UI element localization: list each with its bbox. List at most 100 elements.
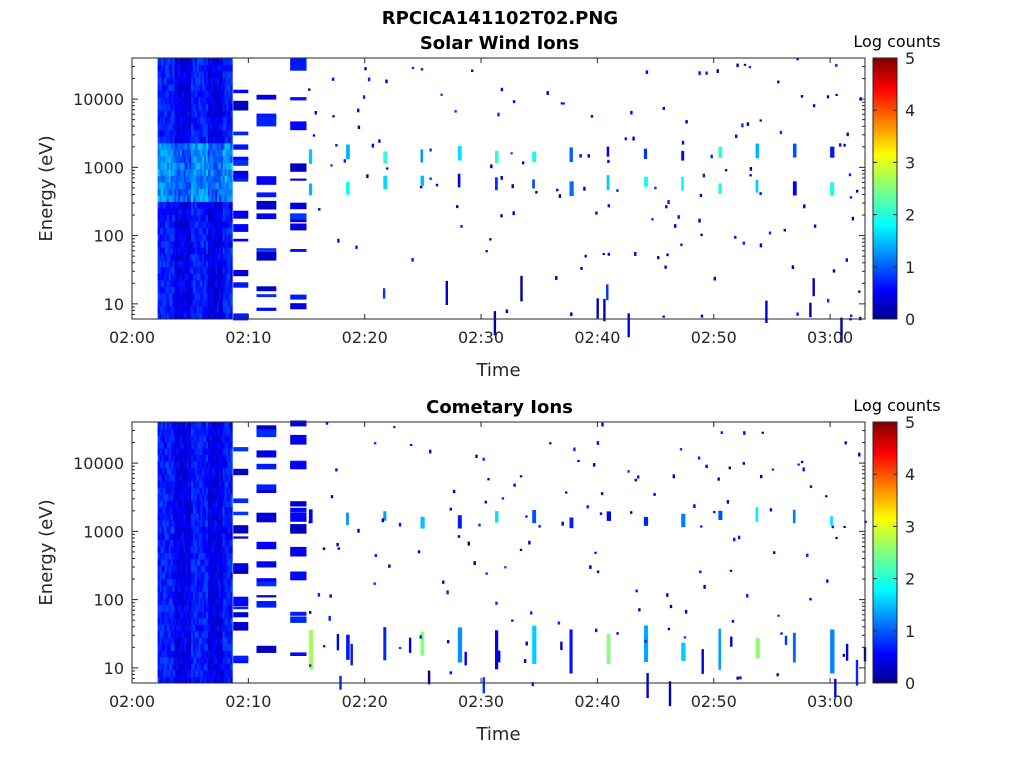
- data-cell: [224, 129, 228, 137]
- data-cell: [230, 585, 233, 593]
- data-cell: [198, 77, 202, 85]
- data-cell: [209, 663, 213, 671]
- data-cell: [200, 454, 203, 462]
- data-cell: [217, 168, 220, 176]
- data-cell: [183, 539, 187, 547]
- data-cell: [215, 454, 218, 462]
- data-cell: [183, 195, 187, 202]
- data-cell: [187, 116, 190, 124]
- data-cell: [165, 149, 168, 157]
- data-cell: [194, 123, 198, 131]
- data-cell: [181, 448, 185, 456]
- data-cell: [530, 611, 533, 615]
- data-cell: [166, 292, 170, 300]
- data-cell: [159, 604, 162, 612]
- data-cell: [209, 90, 213, 98]
- data-cell: [228, 585, 231, 593]
- data-cell: [178, 136, 181, 144]
- data-cell: [328, 615, 331, 620]
- data-cell: [165, 90, 168, 98]
- data-cell: [374, 554, 377, 557]
- data-cell: [194, 585, 198, 593]
- data-cell: [230, 670, 233, 677]
- data-cell: [189, 142, 192, 150]
- data-cell: [178, 461, 181, 469]
- data-cell: [651, 218, 654, 221]
- data-cell: [176, 195, 179, 202]
- data-cell: [161, 227, 164, 235]
- data-cell: [228, 650, 231, 658]
- data-cell: [174, 500, 177, 508]
- data-cell: [219, 279, 222, 287]
- data-cell: [166, 604, 170, 612]
- data-cell: [230, 247, 233, 255]
- data-cell: [185, 422, 188, 429]
- data-cell: [228, 149, 231, 157]
- data-cell: [161, 84, 164, 92]
- data-cell: [202, 611, 205, 619]
- data-cell: [178, 253, 181, 261]
- data-cell: [191, 168, 194, 176]
- data-cell: [172, 155, 175, 163]
- data-cell: [163, 448, 166, 456]
- data-cell: [730, 636, 733, 647]
- data-cell: [181, 650, 185, 658]
- data-cell: [193, 175, 196, 183]
- data-cell: [179, 461, 183, 469]
- data-cell: [191, 312, 194, 320]
- data-cell: [220, 532, 224, 540]
- data-cell: [187, 519, 190, 527]
- data-cell: [174, 312, 177, 320]
- data-cell: [181, 299, 185, 307]
- data-cell: [220, 103, 224, 111]
- data-cell: [226, 487, 229, 495]
- data-cell: [290, 434, 307, 445]
- data-cell: [226, 598, 229, 606]
- data-cell: [161, 175, 164, 183]
- data-cell: [206, 312, 209, 320]
- data-cell: [196, 84, 200, 92]
- data-cell: [797, 463, 800, 466]
- data-cell: [211, 493, 215, 501]
- data-cell: [166, 572, 170, 580]
- data-cell: [420, 516, 425, 529]
- data-cell: [213, 182, 216, 189]
- data-cell: [165, 435, 168, 443]
- data-cell: [172, 110, 175, 118]
- data-cell: [222, 142, 226, 150]
- data-cell: [204, 656, 207, 664]
- data-cell: [226, 168, 229, 176]
- data-cell: [196, 617, 200, 625]
- data-cell: [161, 513, 164, 521]
- data-cell: [226, 611, 229, 619]
- data-cell: [157, 279, 161, 287]
- data-cell: [172, 448, 175, 456]
- data-cell: [165, 58, 168, 65]
- data-cell: [185, 637, 188, 645]
- data-cell: [222, 266, 226, 274]
- data-cell: [193, 168, 196, 176]
- data-cell: [170, 611, 174, 619]
- data-cell: [183, 650, 187, 658]
- data-cell: [535, 191, 538, 194]
- data-cell: [211, 266, 215, 274]
- data-cell: [220, 221, 224, 229]
- data-cell: [228, 305, 231, 313]
- data-cell: [179, 129, 183, 137]
- data-cell: [256, 94, 277, 100]
- data-cell: [200, 221, 203, 229]
- data-cell: [183, 123, 187, 131]
- data-cell: [290, 546, 307, 557]
- data-cell: [159, 90, 162, 98]
- data-cell: [408, 637, 412, 653]
- data-cell: [176, 129, 179, 137]
- data-cell: [179, 467, 183, 475]
- data-cell: [193, 84, 196, 92]
- data-cell: [213, 480, 216, 488]
- data-cell: [168, 637, 172, 645]
- data-cell: [159, 624, 162, 632]
- data-cell: [206, 572, 209, 580]
- data-cell: [172, 676, 175, 684]
- data-cell: [172, 247, 175, 255]
- data-cell: [163, 214, 166, 222]
